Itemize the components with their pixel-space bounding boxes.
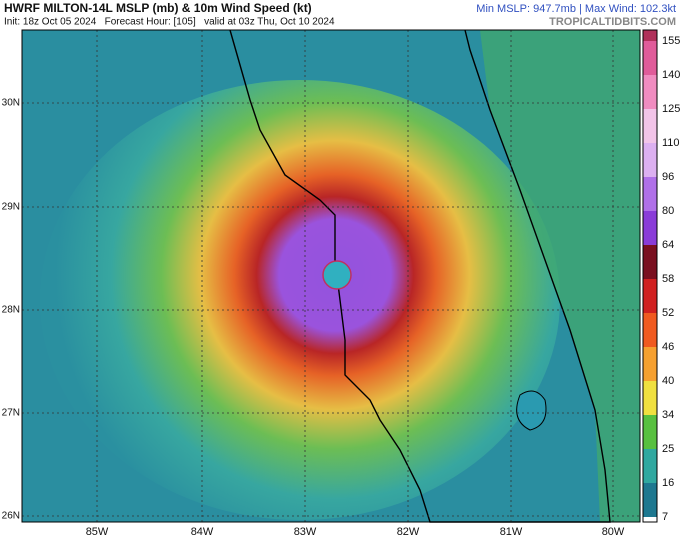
colorbar-label: 110 — [662, 137, 680, 149]
colorbar-segment — [643, 177, 657, 211]
colorbar-segment — [643, 381, 657, 415]
colorbar-frame — [642, 29, 658, 523]
colorbar-label: 7 — [662, 511, 668, 523]
colorbar-label: 125 — [662, 103, 680, 115]
colorbar-label: 64 — [662, 239, 674, 251]
colorbar-segment — [643, 109, 657, 143]
source: TROPICALTIDBITS.COM — [549, 16, 676, 28]
colorbar-segment — [643, 75, 657, 109]
lat-label: 29N — [2, 202, 20, 213]
colorbar-segment — [643, 483, 657, 517]
colorbar-label: 40 — [662, 375, 674, 387]
lon-label: 84W — [191, 526, 214, 538]
colorbar-segment — [643, 415, 657, 449]
graticule — [22, 30, 640, 522]
map-frame — [21, 29, 641, 523]
lon-label: 80W — [602, 526, 625, 538]
colorbar-segment — [643, 449, 657, 483]
colorbar-label: 25 — [662, 443, 674, 455]
colorbar-label: 46 — [662, 341, 674, 353]
subtitle: Init: 18z Oct 05 2024 Forecast Hour: [10… — [4, 17, 335, 28]
wind-field — [40, 80, 560, 520]
colorbar-segment — [643, 313, 657, 347]
colorbar-label: 155 — [662, 35, 680, 47]
colorbar-segment — [643, 211, 657, 245]
east-wind — [480, 30, 640, 522]
colorbar-segment — [643, 347, 657, 381]
lon-label: 85W — [86, 526, 109, 538]
colorbar-label: 80 — [662, 205, 674, 217]
stats: Min MSLP: 947.7mb | Max Wind: 102.3kt — [476, 3, 676, 15]
lat-label: 27N — [2, 408, 20, 419]
colorbar-label: 34 — [662, 409, 674, 421]
colorbar-label: 58 — [662, 273, 674, 285]
colorbar: 155 140 125 110 96 80 64 58 52 46 40 34 25 16 7 — [642, 29, 680, 523]
colorbar-segment — [643, 41, 657, 75]
colorbar-label: 96 — [662, 171, 674, 183]
lon-label: 83W — [294, 526, 317, 538]
lat-label: 26N — [2, 511, 20, 522]
colorbar-label: 52 — [662, 307, 674, 319]
colorbar-label: 140 — [662, 69, 680, 81]
lon-label: 81W — [500, 526, 523, 538]
colorbar-segment — [643, 279, 657, 313]
eye — [322, 260, 352, 290]
colorbar-segment — [643, 143, 657, 177]
lat-label: 28N — [2, 305, 20, 316]
colorbar-segment — [643, 245, 657, 279]
lat-label: 30N — [2, 98, 20, 109]
lake — [516, 390, 547, 431]
title: HWRF MILTON-14L MSLP (mb) & 10m Wind Spe… — [4, 1, 312, 15]
coastline — [229, 29, 611, 523]
lon-label: 82W — [397, 526, 420, 538]
colorbar-segment — [643, 30, 657, 41]
colorbar-label: 16 — [662, 477, 674, 489]
